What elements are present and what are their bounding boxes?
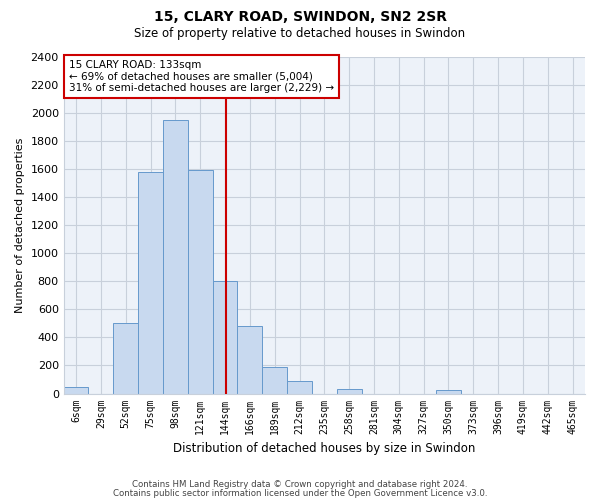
- Text: 15 CLARY ROAD: 133sqm
← 69% of detached houses are smaller (5,004)
31% of semi-d: 15 CLARY ROAD: 133sqm ← 69% of detached …: [69, 60, 334, 93]
- Y-axis label: Number of detached properties: Number of detached properties: [15, 138, 25, 312]
- Bar: [138, 172, 163, 394]
- Bar: [262, 367, 287, 394]
- Bar: [188, 170, 212, 394]
- Text: 15, CLARY ROAD, SWINDON, SN2 2SR: 15, CLARY ROAD, SWINDON, SN2 2SR: [154, 10, 446, 24]
- Bar: [212, 281, 238, 394]
- Bar: [287, 381, 312, 394]
- Bar: [436, 390, 461, 394]
- Text: Contains public sector information licensed under the Open Government Licence v3: Contains public sector information licen…: [113, 488, 487, 498]
- Bar: [337, 390, 362, 394]
- Text: Contains HM Land Registry data © Crown copyright and database right 2024.: Contains HM Land Registry data © Crown c…: [132, 480, 468, 489]
- X-axis label: Distribution of detached houses by size in Swindon: Distribution of detached houses by size …: [173, 442, 476, 455]
- Bar: [64, 386, 88, 394]
- Bar: [238, 326, 262, 394]
- Bar: [113, 324, 138, 394]
- Bar: [163, 120, 188, 394]
- Text: Size of property relative to detached houses in Swindon: Size of property relative to detached ho…: [134, 28, 466, 40]
